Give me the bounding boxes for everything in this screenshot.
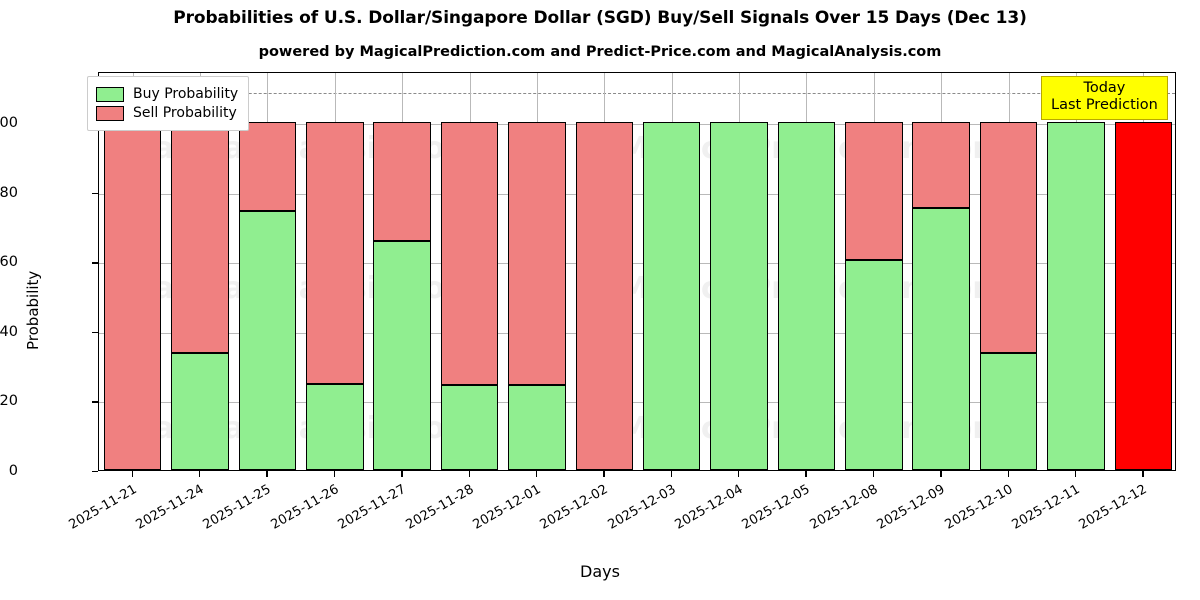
x-tick-mark [401, 471, 403, 477]
legend-swatch-buy [96, 86, 124, 102]
y-tick-label: 100 [0, 115, 18, 132]
bar-segment-buy [440, 384, 499, 470]
bar[interactable] [238, 122, 297, 470]
x-tick-mark [805, 471, 807, 477]
bar-segment-sell [912, 122, 970, 209]
bar[interactable] [642, 122, 701, 470]
x-tick-mark [1007, 471, 1009, 477]
gridline [99, 402, 1175, 404]
legend-label-buy: Buy Probability [133, 86, 239, 102]
y-tick-label: 40 [0, 323, 18, 340]
bar[interactable] [1047, 122, 1105, 470]
x-tick-mark [333, 471, 336, 477]
chart-subtitle: powered by MagicalPrediction.com and Pre… [258, 44, 942, 60]
y-tick-mark [92, 401, 98, 403]
bar-segment-sell [103, 122, 162, 470]
bar-segment-buy [1047, 122, 1105, 470]
today-label: Today [1083, 80, 1126, 96]
bar-segment-buy [710, 122, 768, 470]
y-tick-mark [92, 262, 98, 264]
bar-segment-buy [238, 211, 297, 470]
bar[interactable] [103, 122, 162, 470]
x-tick-mark [535, 471, 538, 477]
bar-segment-buy [508, 384, 566, 470]
bar[interactable] [508, 122, 566, 470]
bar[interactable] [1114, 122, 1173, 470]
x-tick-mark [940, 471, 942, 477]
gridline [99, 263, 1175, 265]
y-tick-label: 60 [0, 254, 18, 271]
plot-area: MagicalAnalysis.comMagicalPrediction.com… [98, 72, 1176, 471]
bar-segment-buy [912, 208, 970, 470]
chart-title: Probabilities of U.S. Dollar/Singapore D… [173, 8, 1027, 28]
y-tick-mark [92, 471, 98, 473]
x-tick-mark [670, 471, 673, 477]
x-tick-mark [199, 471, 201, 477]
x-tick-mark [1142, 471, 1144, 477]
bar-segment-sell [508, 122, 566, 385]
legend-swatch-sell [96, 105, 124, 121]
bar-segment-buy [845, 259, 903, 470]
bar-segment-buy [777, 122, 836, 470]
x-tick-mark [131, 471, 134, 477]
bar[interactable] [440, 122, 499, 470]
gridline [99, 332, 1175, 334]
x-tick-mark [266, 471, 268, 477]
bar-segment-sell [238, 122, 297, 212]
bar-segment-sell [306, 122, 364, 384]
bar[interactable] [710, 122, 768, 470]
bar-segment-sell [979, 122, 1038, 353]
bar-segment-buy [171, 352, 229, 470]
bar-segment-sell [171, 122, 229, 353]
bar-segment-buy [306, 383, 364, 470]
x-tick-mark [468, 471, 470, 477]
threshold-dashed-line [99, 93, 1175, 94]
y-axis-label: Probability [24, 270, 42, 350]
x-tick-mark [603, 471, 605, 477]
x-tick-mark [738, 471, 740, 477]
bar[interactable] [777, 122, 836, 470]
y-tick-label: 20 [0, 393, 18, 410]
bar[interactable] [912, 122, 970, 470]
bar[interactable] [575, 122, 634, 470]
x-tick-mark [1074, 471, 1077, 477]
bar-segment-today [1114, 122, 1173, 470]
bar[interactable] [373, 122, 431, 470]
bar[interactable] [306, 122, 364, 470]
legend-item-sell: Sell Probability [96, 105, 238, 121]
bar-segment-sell [373, 122, 431, 241]
y-tick-label: 0 [8, 463, 18, 479]
bar[interactable] [979, 122, 1038, 470]
gridline [99, 193, 1175, 195]
today-annotation: Today Last Prediction [1041, 76, 1168, 121]
x-tick-label: 2025-11-21 [66, 482, 140, 533]
legend-label-sell: Sell Probability [133, 105, 237, 121]
y-tick-mark [92, 192, 98, 195]
x-axis-label: Days [580, 562, 620, 581]
y-tick-mark [92, 331, 98, 334]
x-tick-mark [872, 471, 875, 477]
y-tick-label: 80 [0, 184, 18, 201]
bar-segment-sell [440, 122, 499, 385]
bar-segment-buy [979, 352, 1038, 470]
legend-item-buy: Buy Probability [96, 86, 238, 102]
gridline [99, 124, 1175, 126]
bar[interactable] [845, 122, 903, 470]
last-prediction-label: Last Prediction [1051, 97, 1158, 114]
bar-segment-buy [642, 122, 701, 470]
bar-segment-buy [373, 240, 431, 470]
bar[interactable] [171, 122, 229, 470]
bar-segment-sell [845, 122, 903, 260]
legend: Buy Probability Sell Probability [87, 76, 250, 131]
bar-segment-sell [575, 122, 634, 470]
